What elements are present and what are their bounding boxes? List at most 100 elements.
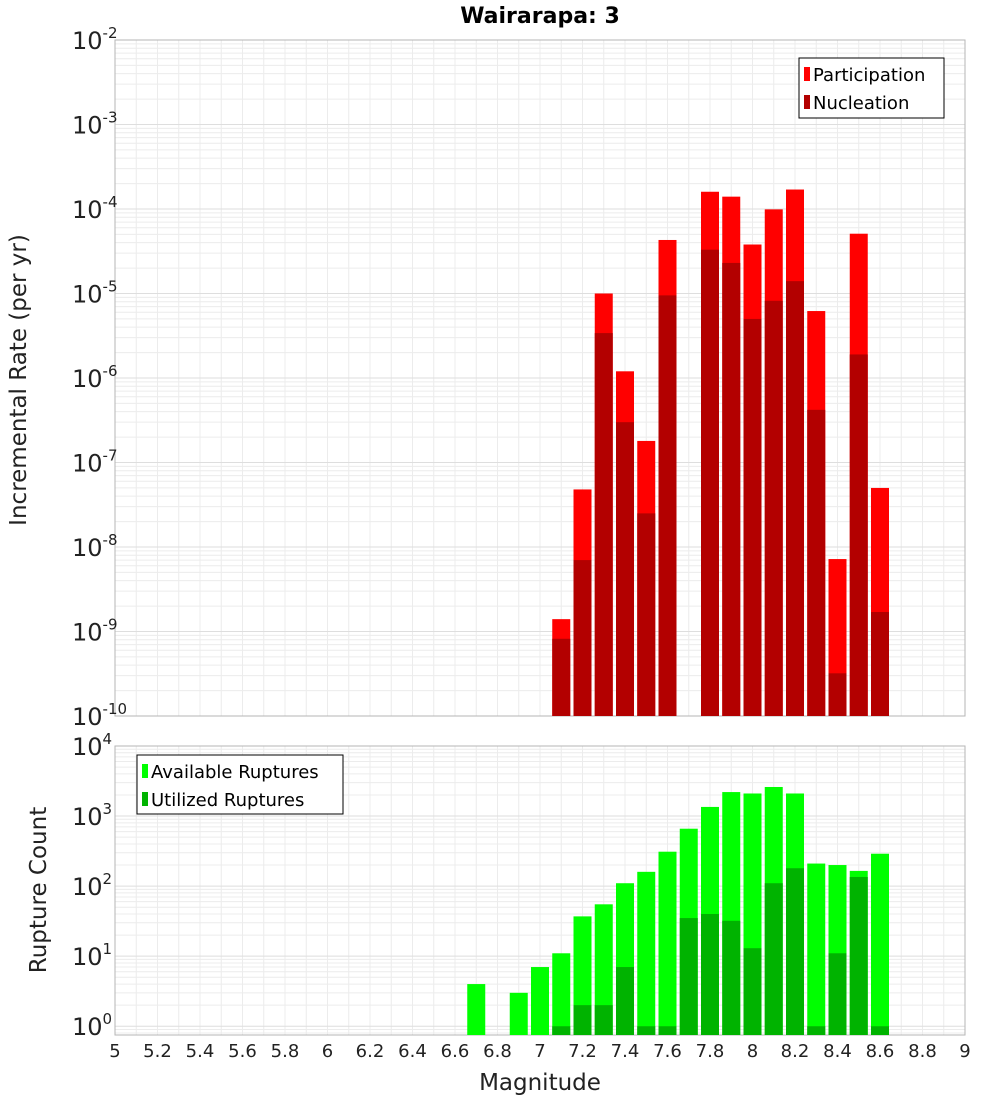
x-tick-label: 8 [747,1041,758,1062]
x-tick-label: 9 [959,1041,970,1062]
x-tick-label: 7.2 [568,1041,597,1062]
x-tick-label: 6.6 [441,1041,470,1062]
utilized-ruptures-bar [658,1026,677,1035]
legend-entry: Participation [813,65,925,86]
utilized-ruptures-bar [679,918,698,1035]
nucleation-bar [616,422,634,716]
y-tick-label: 10-3 [72,109,118,140]
count-panel: 100 101 102 103 104 5 5.2 5.4 5.6 5.8 6 6.2 6.4 6.6 6… [26,730,971,1096]
x-tick-label: 5.8 [271,1041,300,1062]
utilized-ruptures-bar [786,868,804,1035]
available-ruptures-bar [807,863,826,1035]
x-tick-label: 6.2 [356,1041,385,1062]
y-tick-label: 10-2 [72,24,118,55]
x-tick-label: 7 [534,1041,545,1062]
y-tick-label: 10-8 [72,531,118,562]
utilized-ruptures-bar [828,953,847,1035]
utilized-ruptures-bar [573,1005,592,1035]
available-ruptures-bar [531,967,549,1035]
legend-swatch [804,95,810,109]
rate-bars [552,189,889,717]
rate-y-axis-label: Incremental Rate (per yr) [6,234,32,526]
y-tick-label: 103 [72,800,112,831]
y-tick-label: 104 [72,730,112,761]
nucleation-bar [807,409,826,716]
count-y-axis-label: Rupture Count [26,807,52,973]
y-tick-label: 102 [72,870,112,901]
utilized-ruptures-bar [807,1026,826,1035]
x-tick-label: 7.8 [696,1041,725,1062]
nucleation-bar [594,333,613,716]
legend-swatch [804,67,810,81]
y-tick-label: 10-6 [72,362,118,393]
nucleation-bar [658,295,677,716]
magnitude-x-ticks: 5 5.2 5.4 5.6 5.8 6 6.2 6.4 6.6 6.8 7 7.2 7.4 7.6 7.8 8… [109,1041,970,1062]
utilized-ruptures-bar [616,967,634,1035]
y-tick-label: 10-10 [72,700,127,731]
count-legend: Available Ruptures Utilized Ruptures [136,754,344,815]
available-ruptures-bar [594,904,613,1035]
legend-swatch [142,764,148,778]
x-tick-label: 7.4 [611,1041,640,1062]
nucleation-bar [828,673,847,716]
nucleation-bar [552,638,571,716]
available-ruptures-bar [552,953,571,1035]
utilized-ruptures-bar [594,1005,613,1035]
legend-box [136,754,344,815]
x-tick-label: 8.4 [823,1041,852,1062]
utilized-ruptures-bar [871,1026,889,1035]
nucleation-bar [701,249,719,716]
nucleation-bar [764,300,783,716]
available-ruptures-bar [467,984,486,1035]
y-tick-label: 101 [72,940,112,971]
x-tick-label: 8.6 [866,1041,895,1062]
count-y-ticks: 100 101 102 103 104 [72,730,112,1041]
legend-entry: Available Ruptures [151,762,319,783]
nucleation-bar [637,513,656,716]
x-tick-label: 6 [322,1041,333,1062]
x-tick-label: 7.6 [653,1041,682,1062]
y-tick-label: 10-7 [72,447,118,478]
chart-title-text: Wairarapa: 3 [460,4,620,29]
utilized-ruptures-bar [637,1026,656,1035]
utilized-ruptures-bar [552,1026,571,1035]
rate-panel-frame [114,39,966,717]
x-tick-label: 8.8 [908,1041,937,1062]
magnitude-x-axis-label: Magnitude [479,1070,601,1096]
nucleation-bar [722,262,741,716]
nucleation-bar [786,281,804,716]
utilized-ruptures-bar [849,876,868,1035]
y-tick-label: 100 [72,1010,112,1041]
available-ruptures-bar [871,853,889,1035]
y-tick-label: 10-5 [72,278,118,309]
y-tick-label: 10-9 [72,616,118,647]
chart-title: Wairarapa: 3 [460,4,620,29]
nucleation-bar [849,354,868,716]
y-tick-label: 10-4 [72,193,118,224]
legend-swatch [142,792,148,806]
nucleation-bar [871,612,889,716]
count-bars [467,786,889,1035]
available-ruptures-bar [509,992,528,1035]
available-ruptures-bar [658,851,677,1035]
utilized-ruptures-bar [764,883,783,1035]
x-tick-label: 8.2 [781,1041,810,1062]
nucleation-bar [743,318,762,716]
rate-y-ticks: 10-10 10-9 10-8 10-7 10-6 10-5 10-4 10-3 10-2 [72,24,127,731]
available-ruptures-bar [637,871,656,1035]
legend-entry: Utilized Ruptures [151,790,304,811]
x-tick-label: 5.4 [186,1041,215,1062]
x-tick-label: 6.8 [483,1041,512,1062]
x-tick-label: 6.4 [398,1041,427,1062]
utilized-ruptures-bar [701,914,719,1035]
nucleation-bar [573,560,592,716]
utilized-ruptures-bar [743,948,762,1035]
x-tick-label: 5 [109,1041,120,1062]
x-tick-label: 5.2 [143,1041,172,1062]
utilized-ruptures-bar [722,920,741,1035]
rate-legend: Participation Nucleation [798,57,945,119]
x-tick-label: 5.6 [228,1041,257,1062]
legend-box [798,57,945,119]
rate-panel: 10-10 10-9 10-8 10-7 10-6 10-5 10-4 10-3 10-2 In… [6,24,966,731]
